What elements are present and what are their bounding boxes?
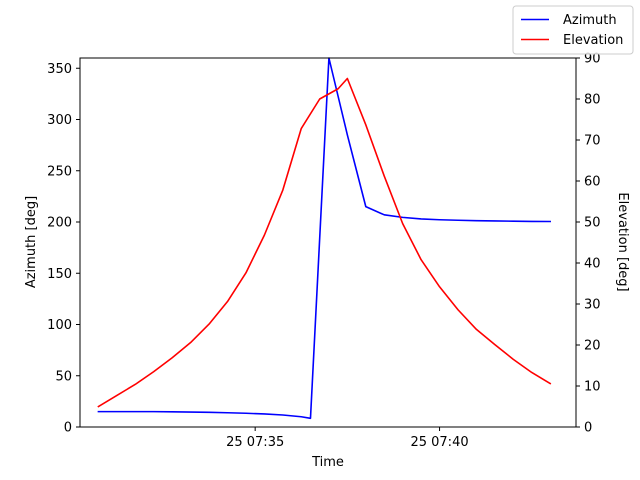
y-axis-left-label: Azimuth [deg]: [24, 196, 39, 288]
x-tick-label: 25 07:35: [226, 435, 284, 450]
legend-box: [512, 5, 634, 55]
x-axis-label: Time: [311, 455, 344, 470]
y-right-tick-label: 40: [584, 257, 601, 272]
y-right-tick-label: 20: [584, 339, 601, 354]
legend-label-elevation: Elevation: [563, 33, 623, 48]
legend: Azimuth Elevation: [512, 5, 634, 55]
y-left-tick-label: 250: [47, 164, 72, 179]
y-axis-right: 0 10 20 30 40 50 60 70 80 90: [576, 52, 601, 436]
y-left-tick-label: 150: [47, 267, 72, 282]
y-left-tick-label: 100: [47, 318, 72, 333]
y-axis-left: 0 50 100 150 200 250 300 350: [47, 62, 80, 436]
y-axis-right-label: Elevation [deg]: [615, 192, 630, 291]
plot-frame: [79, 57, 577, 428]
series-line-elevation: [97, 77, 552, 408]
x-tick-label: 25 07:40: [410, 435, 468, 450]
y-right-tick-label: 50: [584, 216, 601, 231]
y-right-tick-label: 30: [584, 298, 601, 313]
y-right-tick-label: 0: [584, 421, 592, 436]
y-right-tick-label: 90: [584, 52, 601, 67]
x-axis: 25 07:35 25 07:40: [226, 427, 469, 450]
plot-lines: [97, 57, 552, 420]
y-left-tick-label: 200: [47, 216, 72, 231]
y-right-tick-label: 60: [584, 175, 601, 190]
legend-label-azimuth: Azimuth: [563, 13, 617, 28]
y-left-tick-label: 300: [47, 113, 72, 128]
y-right-tick-label: 80: [584, 93, 601, 108]
y-left-tick-label: 0: [64, 421, 72, 436]
y-left-tick-label: 50: [55, 369, 72, 384]
y-right-tick-label: 10: [584, 380, 601, 395]
series-line-azimuth: [97, 57, 551, 420]
y-left-tick-label: 350: [47, 62, 72, 77]
y-right-tick-label: 70: [584, 134, 601, 149]
